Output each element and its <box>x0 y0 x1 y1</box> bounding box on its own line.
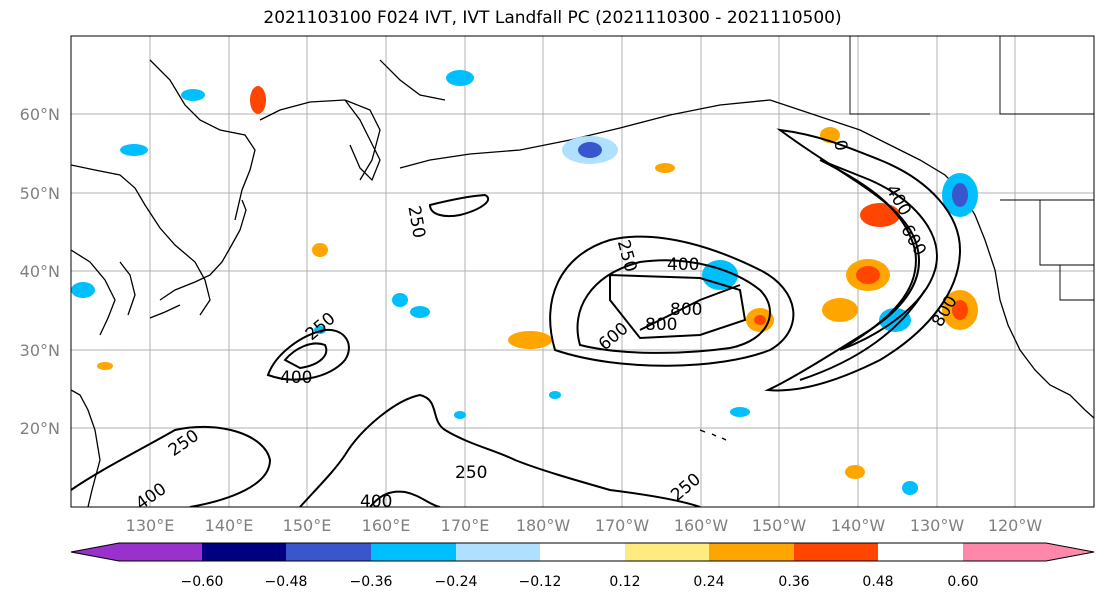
contour-label: 250 <box>455 463 487 483</box>
colorbar-segment <box>202 543 286 561</box>
lon-tick-label: 150°W <box>752 516 807 535</box>
colorbar-segment <box>371 543 456 561</box>
lat-tick-label: 60°N <box>20 105 60 124</box>
colorbar-tick-label: −0.36 <box>350 574 393 590</box>
colorbar-segment <box>456 543 540 561</box>
colorbar-segment <box>625 543 709 561</box>
lat-tick-label: 20°N <box>20 419 60 438</box>
contour-label: 400 <box>360 492 392 512</box>
colorbar-tick-label: 0.36 <box>778 574 809 590</box>
colorbar-arrow-high <box>1046 543 1094 561</box>
colorbar-segment <box>963 543 1046 561</box>
borders <box>849 36 1094 301</box>
colorbar-segment <box>119 543 202 561</box>
colorbar-labels: −0.60 −0.48 −0.36 −0.24 −0.12 0.12 0.24 … <box>181 574 979 590</box>
lon-tick-label: 160°W <box>674 516 729 535</box>
lon-tick-label: 140°W <box>831 516 886 535</box>
lon-tick-label: 170°W <box>595 516 650 535</box>
colorbar-tick-label: 0.60 <box>947 574 978 590</box>
lon-tick-label: 120°W <box>988 516 1043 535</box>
colorbar-tick-label: −0.12 <box>519 574 562 590</box>
colorbar-tick-label: −0.60 <box>181 574 224 590</box>
colorbar-segment <box>794 543 878 561</box>
contour-label: 800 <box>670 300 702 320</box>
contour-label: 400 <box>280 368 312 388</box>
lat-tick-label: 40°N <box>20 262 60 281</box>
colorbar-tick-label: −0.24 <box>435 574 478 590</box>
lon-tick-label: 180°W <box>516 516 571 535</box>
colorbar-tick-label: 0.48 <box>862 574 893 590</box>
lon-tick-label: 150°E <box>283 516 332 535</box>
map-title: 2021103100 F024 IVT, IVT Landfall PC (20… <box>263 8 842 28</box>
coastlines <box>71 59 1094 507</box>
colorbar-tick-label: 0.12 <box>609 574 640 590</box>
lon-tick-label: 160°E <box>362 516 411 535</box>
colorbar-outline <box>70 542 1095 562</box>
contour-label-0: 0 <box>829 138 851 152</box>
lon-tick-label: 170°E <box>441 516 490 535</box>
colorbar-segment <box>286 543 371 561</box>
lon-tick-label: 140°E <box>205 516 254 535</box>
lon-tick-label: 130°W <box>910 516 965 535</box>
lat-tick-label: 30°N <box>20 341 60 360</box>
contour-label: 400 <box>667 255 699 275</box>
plot-frame <box>70 35 1095 508</box>
lon-tick-label: 130°E <box>126 516 175 535</box>
latitude-axis: 60°N 50°N 40°N 30°N 20°N <box>20 105 60 438</box>
contour-label: 800 <box>645 315 677 335</box>
colorbar-arrow-low <box>71 543 119 561</box>
colorbar-tick-label: 0.24 <box>693 574 724 590</box>
lat-tick-label: 50°N <box>20 184 60 203</box>
ivt-contours <box>71 128 962 507</box>
longitude-axis: 130°E 140°E 150°E 160°E 170°E 180°W 170°… <box>126 516 1043 535</box>
colorbar-segment <box>709 543 794 561</box>
colorbar-tick-label: −0.48 <box>265 574 308 590</box>
colorbar-segment <box>540 543 625 561</box>
colorbar <box>70 542 1095 562</box>
